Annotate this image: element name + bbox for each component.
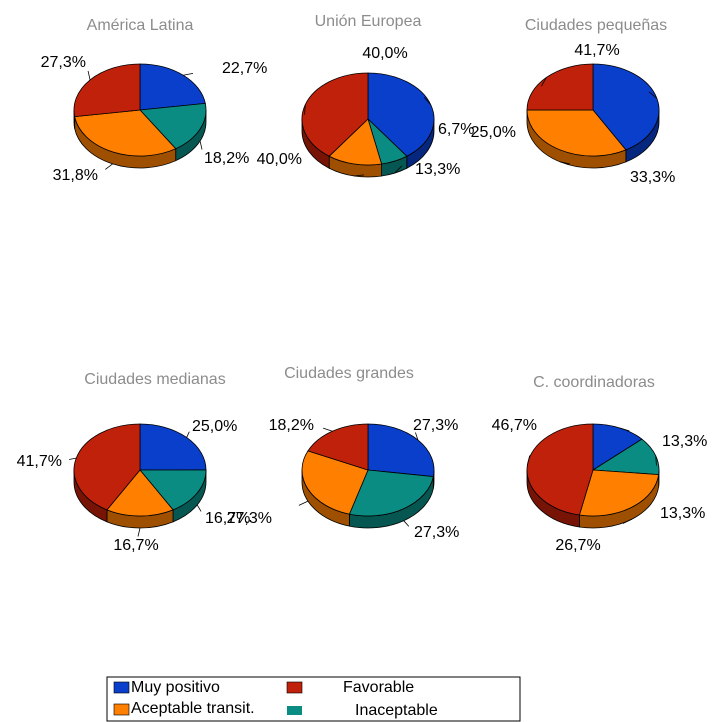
pie-leader-line xyxy=(105,163,113,170)
pie-value-label: 27,3% xyxy=(413,417,458,434)
legend-label-favorable: Favorable xyxy=(343,679,414,696)
pie-leader-line xyxy=(403,520,410,527)
pie-leader-line xyxy=(87,70,91,80)
pie-value-label: 16,7% xyxy=(113,537,158,554)
pie-leader-line xyxy=(323,427,333,432)
pie-chart-3: Ciudades pequeñas 41,7% 33,3% 25,0% xyxy=(471,17,676,186)
pie-leader-line xyxy=(394,165,403,174)
pie-leader-line xyxy=(186,431,190,438)
pie-leader-line xyxy=(137,527,141,537)
pie-title: C. coordinadoras xyxy=(533,374,655,391)
pie-slice xyxy=(139,469,207,511)
pie-chart-2: Unión Europea 40,0% 6,7% 13,3% 40,0% xyxy=(257,13,475,178)
legend: Muy positivo Favorable Aceptable transit… xyxy=(106,676,521,722)
pie-charts-group: América Latina 22,7% 18,2% 31,8% 27,3% Unión … xyxy=(17,13,708,554)
legend-label-inaceptable: Inaceptable xyxy=(355,702,438,719)
pie-value-label: 40,0% xyxy=(362,45,407,62)
pie-slice xyxy=(74,109,177,157)
legend-swatch-muy-positivo xyxy=(113,681,130,694)
pie-chart-5: Ciudades grandes 27,3% 27,3% 27,3% 18,2% xyxy=(227,365,460,541)
pie-value-label: 25,0% xyxy=(471,124,516,141)
pie-value-label: 27,3% xyxy=(41,54,86,71)
pie-value-label: 25,0% xyxy=(192,418,237,435)
pie-title: Ciudades pequeñas xyxy=(525,17,667,34)
pie-value-label: 26,7% xyxy=(555,537,600,554)
pie-value-label: 13,3% xyxy=(660,505,705,522)
pie-slice xyxy=(526,63,594,111)
pie-value-label: 46,7% xyxy=(492,417,537,434)
pie-title: Ciudades grandes xyxy=(284,365,414,382)
pie-value-label: 33,3% xyxy=(630,169,675,186)
pie-value-label: 18,2% xyxy=(269,417,314,434)
pie-value-label: 41,7% xyxy=(574,42,619,59)
pie-value-label: 27,3% xyxy=(414,524,459,541)
pie-title: Ciudades medianas xyxy=(84,371,225,388)
pie-leader-line xyxy=(541,77,547,87)
pie-slice xyxy=(328,118,383,166)
pie-leader-line xyxy=(196,504,202,512)
pie-leader-line xyxy=(526,455,531,466)
pie-chart-4: Ciudades medianas 25,0% 16,7% 16,7% 41,7% xyxy=(17,371,251,554)
pie-leader-line xyxy=(298,500,309,506)
pie-leader-line xyxy=(69,457,77,460)
pie-chart-6: C. coordinadoras 13,3% 13,3% 26,7% 46,7% xyxy=(492,374,708,554)
pie-leader-line xyxy=(423,97,432,106)
pie-value-label: 6,7% xyxy=(438,121,474,138)
pie-title: América Latina xyxy=(87,17,194,34)
pie-value-label: 41,7% xyxy=(17,453,62,470)
pie-slice xyxy=(592,423,643,471)
pie-value-label: 16,7% xyxy=(205,510,250,527)
pie-slice xyxy=(139,102,207,150)
pie-slice xyxy=(73,63,141,118)
pie-leader-line xyxy=(559,161,570,165)
pie-value-label: 31,8% xyxy=(53,167,98,184)
pie-leader-line xyxy=(183,72,194,76)
pie-value-label: 40,0% xyxy=(257,151,302,168)
pie-leader-line xyxy=(354,174,365,177)
pie-slice xyxy=(301,450,369,515)
pie-title: Unión Europea xyxy=(315,13,422,30)
pie-chart-1: América Latina 22,7% 18,2% 31,8% 27,3% xyxy=(41,17,268,184)
pie-slice xyxy=(139,63,206,111)
legend-swatch-favorable xyxy=(286,681,303,694)
pie-slice xyxy=(578,469,660,517)
pie-leader-line xyxy=(648,91,658,99)
legend-swatch-inaceptable xyxy=(287,706,302,715)
pie-leader-line xyxy=(304,104,306,115)
pie-leader-line xyxy=(619,427,630,432)
pie-value-label: 18,2% xyxy=(204,150,249,167)
legend-label-aceptable: Aceptable transit. xyxy=(131,700,255,717)
pie-slice xyxy=(367,423,435,477)
pie-value-label: 22,7% xyxy=(222,60,267,77)
pie-value-label: 13,3% xyxy=(415,161,460,178)
pie-slice xyxy=(526,109,627,157)
pie-slice xyxy=(73,423,141,511)
legend-label-muy-positivo: Muy positivo xyxy=(131,679,220,696)
legend-box xyxy=(106,676,521,722)
pie-value-label: 13,3% xyxy=(662,433,707,450)
legend-swatch-aceptable xyxy=(113,703,130,716)
pie-leader-line xyxy=(199,140,203,150)
pie-slice xyxy=(106,469,174,517)
pie-slice xyxy=(348,469,434,517)
pie-leader-line xyxy=(622,518,633,524)
pie-value-label: 27,3% xyxy=(227,510,272,527)
pie-leader-line xyxy=(415,432,419,441)
pie-leader-line xyxy=(655,455,657,466)
